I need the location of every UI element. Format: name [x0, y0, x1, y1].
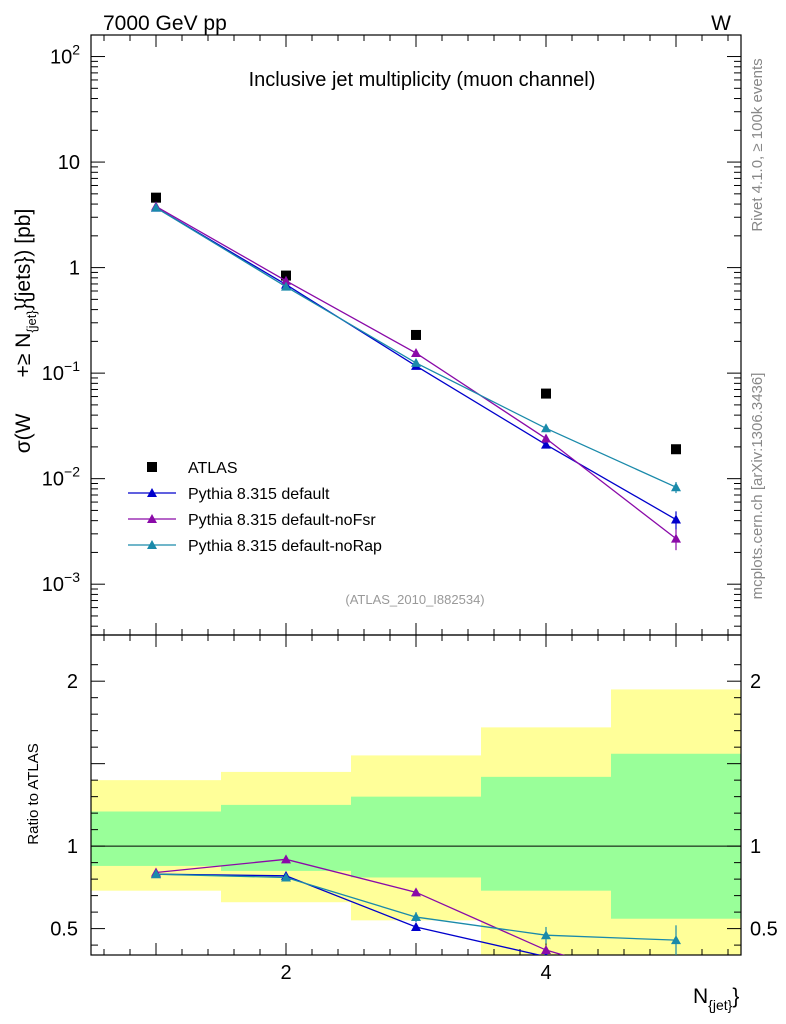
- ratio-y-tick-label-left: 2: [67, 671, 78, 693]
- legend-marker: [147, 514, 157, 523]
- ratio-point-2: [541, 930, 551, 940]
- ratio-point-2: [671, 935, 681, 945]
- ratio-point-0: [671, 971, 681, 980]
- legend-marker: [147, 488, 157, 497]
- x-tick-label: 4: [540, 962, 551, 984]
- y-tick-label: 10: [58, 152, 80, 174]
- series-point-2: [671, 533, 681, 543]
- main-panel: Inclusive jet multiplicity (muon channel…: [12, 34, 742, 636]
- ratio-series-group: [151, 854, 681, 992]
- mcplots-label: mcplots.cern.ch [arXiv:1306.3436]: [749, 373, 766, 600]
- y-tick-label: 102: [50, 42, 80, 69]
- ratio-y-tick-label-left: 1: [67, 836, 78, 858]
- rivet-label: Rivet 4.1.0, ≥ 100k events: [749, 58, 766, 231]
- series-point-3: [671, 482, 681, 492]
- process-label: W: [711, 12, 731, 35]
- energy-label: 7000 GeV pp: [103, 12, 227, 35]
- atlas-data-point: [281, 270, 291, 281]
- ratio-point-2: [151, 869, 161, 879]
- legend-label: Pythia 8.315 default-noRap: [188, 538, 382, 555]
- x-axis-label: N{jet}}: [693, 985, 739, 1013]
- ratio-y-axis-label: Ratio to ATLAS: [25, 743, 42, 844]
- legend-marker-atlas: [147, 462, 157, 472]
- legend-label: Pythia 8.315 default: [188, 486, 330, 503]
- ratio-y-tick-label-right: 1: [750, 836, 761, 858]
- ratio-y-tick-label-left: 0.5: [50, 919, 78, 941]
- legend-label: ATLAS: [188, 460, 238, 477]
- legend-label: Pythia 8.315 default-noFsr: [188, 512, 376, 529]
- y-tick-label: 10−3: [42, 569, 80, 596]
- atlas-data-point: [151, 192, 161, 203]
- series-point-2: [411, 348, 421, 358]
- ratio-panel: Ratio to ATLAS N{jet}} 2 4 0.5 0.5 1 1 2 2: [25, 634, 778, 1013]
- series-point-3: [151, 202, 161, 212]
- ratio-y-tick-label-right: 0.5: [750, 919, 778, 941]
- series-point-2: [281, 275, 291, 285]
- x-tick-label: 2: [280, 962, 291, 984]
- band-green-0: [91, 811, 221, 866]
- y-tick-label: 1: [69, 258, 80, 280]
- series-point-3: [281, 281, 291, 291]
- band-green-4: [611, 753, 741, 919]
- analysis-watermark: (ATLAS_2010_I882534): [345, 592, 484, 607]
- ratio-point-1: [671, 983, 681, 992]
- atlas-data-point: [671, 444, 681, 455]
- series-point-2: [541, 433, 551, 443]
- series-line-3: [155, 207, 677, 488]
- ratio-point-1: [541, 945, 551, 955]
- legend-marker: [147, 540, 157, 549]
- series-point-1: [541, 439, 551, 449]
- ratio-point-2: [281, 872, 291, 882]
- series-point-3: [411, 357, 421, 367]
- ratio-point-1: [411, 887, 421, 897]
- y-tick-label: 10−2: [42, 464, 80, 491]
- y-axis-label: σ(W+≥ N{jet}}{jets}) [pb]: [12, 209, 39, 454]
- ratio-point-0: [411, 921, 421, 931]
- ratio-point-2: [411, 912, 421, 922]
- series-point-1: [671, 514, 681, 524]
- band-green-2: [351, 796, 481, 878]
- chart-title: Inclusive jet multiplicity (muon channel…: [249, 69, 596, 91]
- atlas-data-point: [541, 388, 551, 399]
- series-point-3: [541, 423, 551, 433]
- y-tick-label: 10−1: [42, 358, 80, 385]
- ratio-y-tick-label-right: 2: [750, 671, 761, 693]
- atlas-data-point: [411, 329, 421, 340]
- band-green-3: [481, 776, 611, 891]
- ratio-point-1: [281, 854, 291, 864]
